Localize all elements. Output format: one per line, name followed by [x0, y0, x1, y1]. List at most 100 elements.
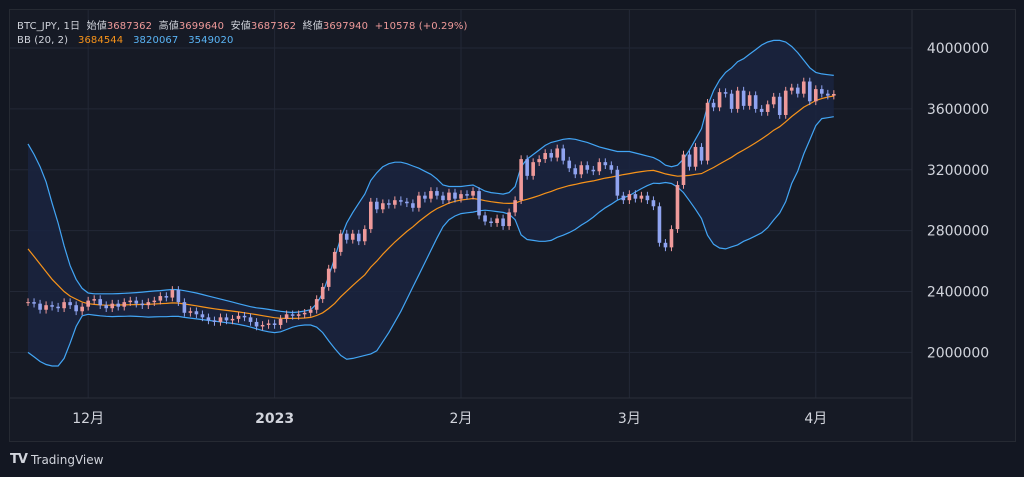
- candle-body: [344, 233, 349, 240]
- candle-body: [399, 200, 403, 202]
- x-tick-label: 4月: [804, 411, 827, 427]
- chart-panel[interactable]: [9, 9, 1016, 442]
- candle-body: [477, 191, 481, 216]
- candle-body: [362, 229, 367, 242]
- candle-body: [723, 92, 728, 94]
- candle-body: [110, 303, 115, 309]
- candle-body: [170, 289, 175, 298]
- candle-body: [651, 200, 656, 207]
- candle-body: [555, 148, 560, 158]
- candle-body: [381, 203, 385, 210]
- candle-body: [699, 146, 704, 161]
- candle-body: [441, 195, 445, 201]
- candle-body: [525, 159, 529, 176]
- candle-body: [152, 300, 157, 303]
- candle-body: [212, 320, 217, 322]
- bb-lower-line: [27, 116, 834, 367]
- candle-body: [615, 169, 620, 196]
- candle-body: [453, 192, 457, 199]
- bb-basis-line: [27, 95, 834, 319]
- candle-body: [44, 305, 48, 310]
- candle-body: [789, 87, 794, 91]
- candle-body: [735, 90, 740, 109]
- y-tick-label: 3200000: [927, 163, 989, 179]
- candle-body: [765, 104, 770, 112]
- candle-body: [254, 321, 259, 327]
- candle-body: [753, 95, 758, 109]
- candle-body: [140, 303, 145, 306]
- candle-body: [681, 154, 686, 185]
- open-label: 始値: [86, 21, 107, 32]
- candle-body: [495, 218, 499, 224]
- candle-body: [609, 165, 614, 170]
- candle-body: [447, 192, 451, 201]
- candle-body: [826, 93, 830, 96]
- candle-body: [405, 201, 409, 204]
- candle-body: [134, 300, 139, 304]
- candle-body: [272, 323, 277, 325]
- candle-body: [200, 314, 205, 318]
- candle-body: [741, 90, 746, 106]
- candle-body: [116, 303, 121, 307]
- bb-upper-value: 3820067: [133, 35, 179, 46]
- candle-body: [326, 268, 331, 287]
- candle-body: [266, 323, 271, 325]
- candle-body: [230, 318, 235, 321]
- symbol-label[interactable]: BTC_JPY, 1日: [17, 21, 81, 32]
- candle-body: [795, 87, 800, 94]
- tradingview-attribution[interactable]: TV TradingView: [10, 452, 103, 467]
- candle-body: [182, 302, 187, 313]
- candle-body: [314, 299, 319, 310]
- candle-body: [206, 317, 211, 321]
- candle-body: [621, 195, 626, 201]
- candle-body: [393, 200, 397, 205]
- candle-body: [248, 317, 253, 322]
- candle-body: [717, 92, 722, 108]
- candle-body: [429, 191, 433, 199]
- candle-body: [176, 289, 181, 303]
- bb-indicator-label[interactable]: BB (20, 2): [17, 35, 69, 46]
- candle-body: [375, 201, 379, 210]
- low-value: 3687362: [250, 21, 297, 32]
- candle-body: [537, 159, 541, 163]
- high-value: 3699640: [178, 21, 225, 32]
- candle-body: [711, 102, 716, 108]
- candle-body: [128, 300, 133, 303]
- candle-body: [627, 194, 632, 201]
- candle-body: [603, 162, 608, 166]
- close-label: 終値: [302, 21, 323, 32]
- candle-body: [549, 153, 554, 158]
- candle-body: [687, 154, 692, 167]
- candle-body: [387, 203, 391, 205]
- candle-body: [645, 195, 650, 201]
- low-label: 安値: [230, 21, 251, 32]
- candle-body: [633, 194, 638, 199]
- x-tick-label: 2023: [255, 411, 294, 427]
- y-tick-label: 3600000: [927, 102, 989, 118]
- candle-body: [465, 194, 469, 196]
- candle-body: [98, 299, 103, 306]
- candle-body: [56, 306, 60, 309]
- candle-body: [639, 195, 644, 199]
- candle-body: [236, 315, 241, 319]
- candle-body: [26, 302, 30, 304]
- candle-body: [543, 153, 547, 160]
- candle-body: [759, 108, 764, 112]
- candle-body: [296, 314, 301, 316]
- candle-body: [675, 184, 680, 230]
- x-tick-label: 12月: [72, 411, 104, 427]
- x-tick-label: 2月: [450, 411, 473, 427]
- candle-body: [819, 89, 824, 94]
- candle-body: [531, 162, 535, 176]
- candle-body: [104, 305, 109, 309]
- close-value: 3697940: [322, 21, 369, 32]
- candle-body: [471, 191, 475, 196]
- candle-body: [50, 305, 54, 307]
- candle-body: [729, 93, 734, 109]
- candle-body: [338, 233, 343, 252]
- candle-body: [278, 318, 283, 325]
- candle-body: [146, 302, 151, 306]
- candle-body: [368, 201, 373, 230]
- candle-body: [332, 251, 337, 269]
